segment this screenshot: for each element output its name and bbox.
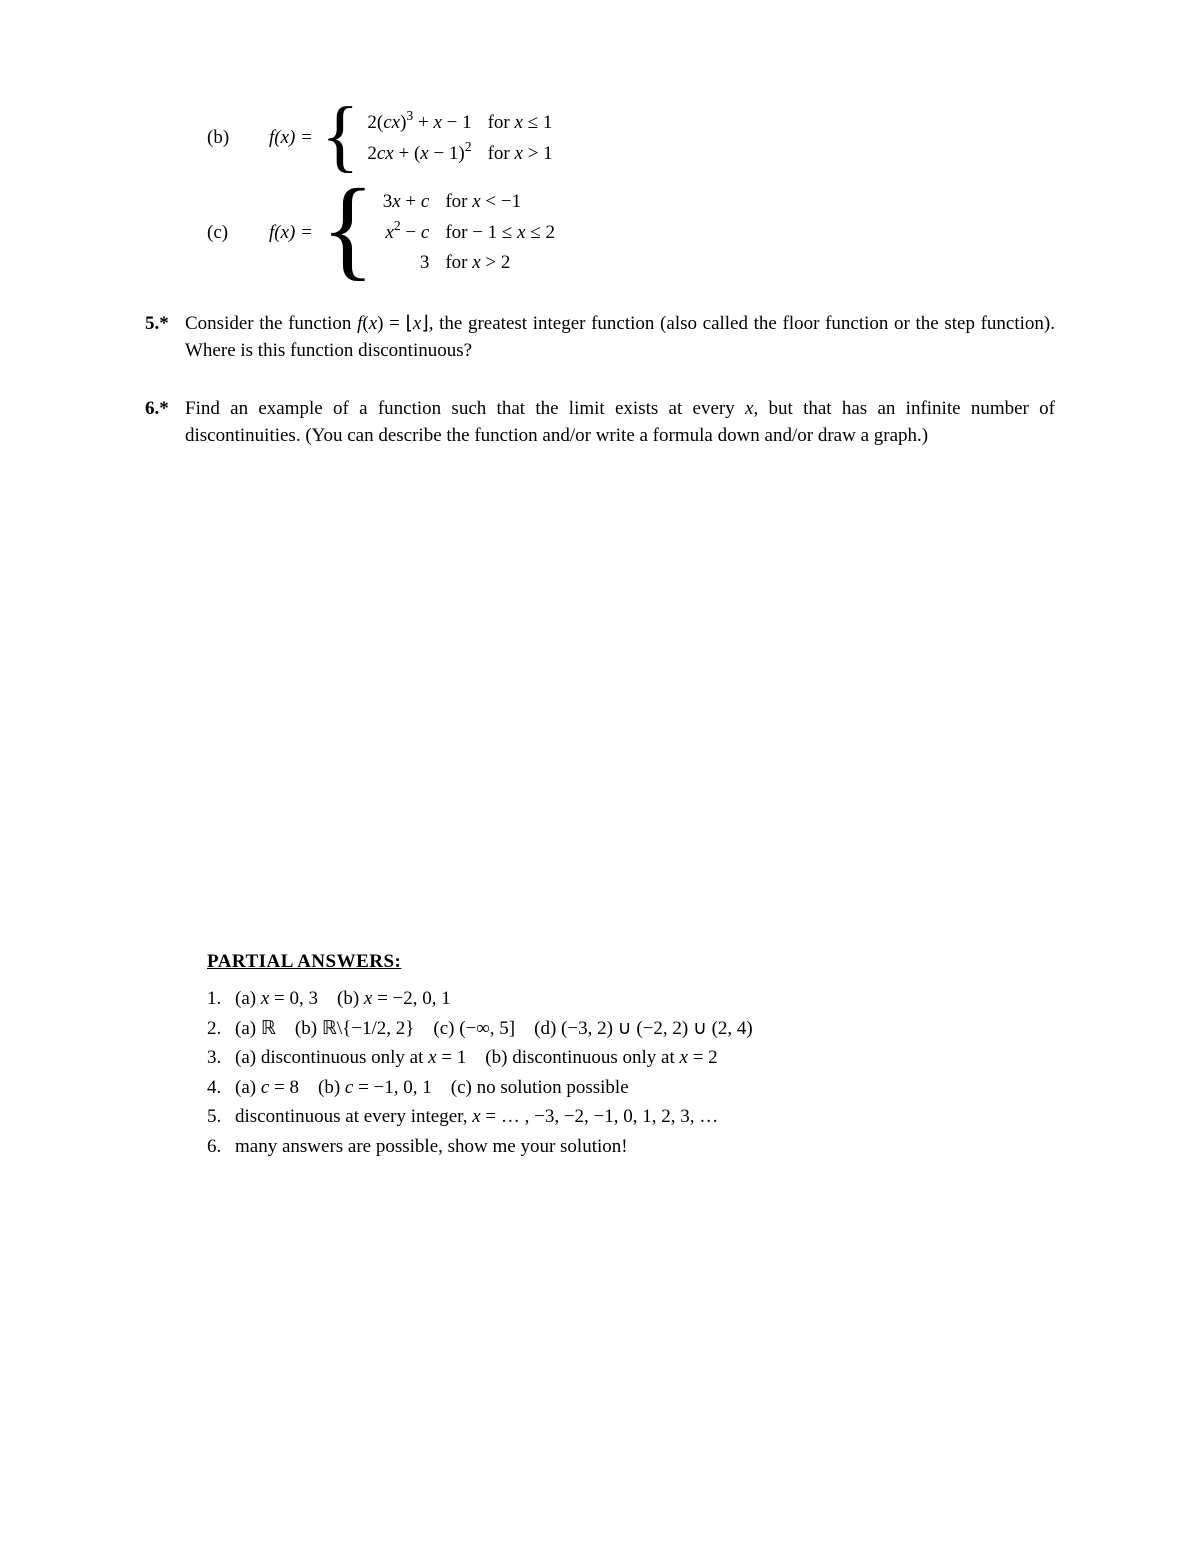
problem-6-label: 6.* <box>145 396 185 449</box>
answer-6-num: 6. <box>207 1134 235 1161</box>
answer-4-text: (a) c = 8 (b) c = −1, 0, 1 (c) no soluti… <box>235 1075 1055 1102</box>
equation-b-case2-expr: 2cx + (x − 1)2 <box>367 139 471 170</box>
problem-5-text: Consider the function f(x) = ⌊x⌋, the gr… <box>185 311 1055 364</box>
equation-c-case3-expr: 3 <box>383 248 430 279</box>
partial-answers-title: PARTIAL ANSWERS: <box>207 949 1055 976</box>
answer-5: 5. discontinuous at every integer, x = …… <box>207 1104 1055 1131</box>
equation-c: (c) f(x) = { 3x + c for x < −1 x2 − c fo… <box>207 187 1055 279</box>
equation-b-case1-cond: for x ≤ 1 <box>472 108 553 139</box>
problem-5: 5.* Consider the function f(x) = ⌊x⌋, th… <box>145 311 1055 364</box>
equation-b-cases: 2(cx)3 + x − 1 for x ≤ 1 2cx + (x − 1)2 … <box>367 108 552 169</box>
equation-c-label: (c) <box>207 220 241 247</box>
answer-6: 6. many answers are possible, show me yo… <box>207 1134 1055 1161</box>
answer-5-text: discontinuous at every integer, x = … , … <box>235 1104 1055 1131</box>
equation-c-case1-cond: for x < −1 <box>429 187 555 218</box>
equation-c-case1-expr: 3x + c <box>383 187 430 218</box>
equation-b-case2-cond: for x > 1 <box>472 139 553 170</box>
equation-b-body: f(x) = { 2(cx)3 + x − 1 for x ≤ 1 2cx + … <box>269 108 553 169</box>
answer-6-text: many answers are possible, show me your … <box>235 1134 1055 1161</box>
answer-4: 4. (a) c = 8 (b) c = −1, 0, 1 (c) no sol… <box>207 1075 1055 1102</box>
answer-2-num: 2. <box>207 1016 235 1043</box>
equation-c-case2-cond: for − 1 ≤ x ≤ 2 <box>429 218 555 249</box>
equation-c-lhs: f(x) = <box>269 220 313 247</box>
answer-2-text: (a) ℝ (b) ℝ\{−1/2, 2} (c) (−∞, 5] (d) (−… <box>235 1016 1055 1043</box>
answer-1: 1. (a) x = 0, 3 (b) x = −2, 0, 1 <box>207 986 1055 1013</box>
answer-3-num: 3. <box>207 1045 235 1072</box>
equation-c-cases: 3x + c for x < −1 x2 − c for − 1 ≤ x ≤ 2… <box>383 187 555 279</box>
answer-3-text: (a) discontinuous only at x = 1 (b) disc… <box>235 1045 1055 1072</box>
partial-answers: PARTIAL ANSWERS: 1. (a) x = 0, 3 (b) x =… <box>207 949 1055 1160</box>
equation-b: (b) f(x) = { 2(cx)3 + x − 1 for x ≤ 1 2c… <box>207 108 1055 169</box>
equation-b-lhs: f(x) = <box>269 125 313 152</box>
problem-6-text: Find an example of a function such that … <box>185 396 1055 449</box>
problem-5-text-1: Consider the function <box>185 313 357 334</box>
equation-c-case3-cond: for x > 2 <box>429 248 555 279</box>
answer-1-text: (a) x = 0, 3 (b) x = −2, 0, 1 <box>235 986 1055 1013</box>
equation-b-label: (b) <box>207 125 241 152</box>
problem-6: 6.* Find an example of a function such t… <box>145 396 1055 449</box>
problem-5-label: 5.* <box>145 311 185 364</box>
answer-5-num: 5. <box>207 1104 235 1131</box>
equation-c-case2-expr: x2 − c <box>383 218 430 249</box>
equation-c-body: f(x) = { 3x + c for x < −1 x2 − c for − … <box>269 187 555 279</box>
answer-4-num: 4. <box>207 1075 235 1102</box>
answer-1-num: 1. <box>207 986 235 1013</box>
answer-3: 3. (a) discontinuous only at x = 1 (b) d… <box>207 1045 1055 1072</box>
answer-2: 2. (a) ℝ (b) ℝ\{−1/2, 2} (c) (−∞, 5] (d)… <box>207 1016 1055 1043</box>
equation-b-case1-expr: 2(cx)3 + x − 1 <box>367 108 471 139</box>
